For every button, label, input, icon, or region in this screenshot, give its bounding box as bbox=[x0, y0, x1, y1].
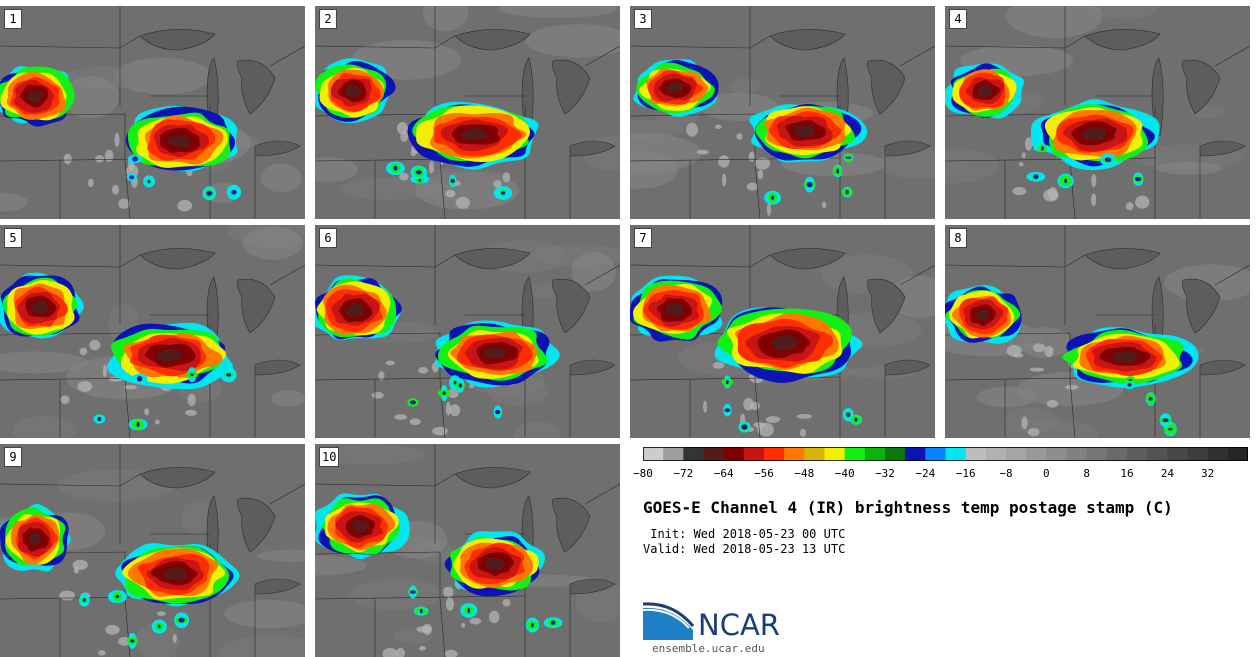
colorbar-swatch bbox=[824, 447, 846, 461]
panel-9: 9 bbox=[0, 444, 305, 657]
panel-number: 6 bbox=[319, 228, 337, 248]
colorbar-tick-label: −80 bbox=[633, 467, 653, 480]
colorbar-tick-label: −24 bbox=[915, 467, 936, 480]
colorbar-swatch bbox=[723, 447, 745, 461]
ir-satellite-map bbox=[0, 444, 305, 657]
colorbar-swatch bbox=[764, 447, 785, 461]
ir-satellite-map bbox=[0, 6, 305, 219]
colorbar-swatch bbox=[945, 447, 967, 461]
panel-number: 8 bbox=[949, 228, 967, 248]
colorbar-swatch bbox=[844, 447, 866, 461]
colorbar-tick-label: 8 bbox=[1083, 467, 1090, 480]
colorbar-tick-label: 16 bbox=[1120, 467, 1134, 480]
colorbar-swatch bbox=[643, 447, 664, 461]
colorbar-swatch bbox=[1026, 447, 1047, 461]
colorbar-swatch bbox=[703, 447, 725, 461]
panel-8: 8 bbox=[945, 225, 1250, 438]
panel-number: 3 bbox=[634, 9, 652, 29]
colorbar-swatch bbox=[885, 447, 906, 461]
ir-satellite-map bbox=[315, 225, 620, 438]
panel-number: 1 bbox=[4, 9, 22, 29]
colorbar-tick-label: 24 bbox=[1160, 467, 1174, 480]
panel-5: 5 bbox=[0, 225, 305, 438]
valid-time: Valid: Wed 2018-05-23 13 UTC bbox=[643, 542, 846, 556]
ncar-logo-icon bbox=[643, 602, 695, 640]
panel-3: 3 bbox=[630, 6, 935, 219]
colorbar-swatch bbox=[1227, 447, 1248, 461]
colorbar-tick-label: 0 bbox=[1043, 467, 1050, 480]
panel-2: 2 bbox=[315, 6, 620, 219]
colorbar-swatch bbox=[784, 447, 805, 461]
ir-satellite-map bbox=[315, 6, 620, 219]
colorbar-swatch bbox=[1127, 447, 1148, 461]
colorbar-tick-label: −32 bbox=[875, 467, 895, 480]
panel-number: 9 bbox=[4, 447, 22, 467]
panel-6: 6 bbox=[315, 225, 620, 438]
colorbar-swatch bbox=[1106, 447, 1128, 461]
panel-number: 4 bbox=[949, 9, 967, 29]
panel-4: 4 bbox=[945, 6, 1250, 219]
colorbar-swatch bbox=[1187, 447, 1209, 461]
colorbar-swatch bbox=[864, 447, 886, 461]
panel-10: 10 bbox=[315, 444, 620, 657]
colorbar-swatch bbox=[965, 447, 987, 461]
colorbar bbox=[643, 447, 1248, 461]
colorbar-tick-label: −40 bbox=[834, 467, 855, 480]
colorbar-swatch bbox=[1046, 447, 1067, 461]
colorbar-tick-label: −16 bbox=[955, 467, 976, 480]
logo-url: ensemble.ucar.edu bbox=[652, 642, 765, 655]
ir-satellite-map bbox=[945, 6, 1250, 219]
colorbar-swatch bbox=[683, 447, 704, 461]
ir-satellite-map bbox=[0, 225, 305, 438]
colorbar-swatch bbox=[985, 447, 1007, 461]
panel-number: 10 bbox=[319, 447, 340, 467]
colorbar-tick-label: −72 bbox=[673, 467, 694, 480]
colorbar-tick-label: 32 bbox=[1201, 467, 1215, 480]
colorbar-swatch bbox=[1086, 447, 1108, 461]
colorbar-swatch bbox=[804, 447, 825, 461]
colorbar-swatch bbox=[1167, 447, 1188, 461]
ir-satellite-map bbox=[945, 225, 1250, 438]
colorbar-swatch bbox=[1006, 447, 1027, 461]
ir-satellite-map bbox=[630, 6, 935, 219]
panel-number: 2 bbox=[319, 9, 337, 29]
logo-wordmark: NCAR bbox=[698, 608, 780, 642]
colorbar-swatch bbox=[1207, 447, 1229, 461]
colorbar-swatch bbox=[663, 447, 684, 461]
colorbar-swatch bbox=[1066, 447, 1088, 461]
ir-satellite-map bbox=[315, 444, 620, 657]
colorbar-swatch bbox=[905, 447, 926, 461]
figure-title: GOES-E Channel 4 (IR) brightness temp po… bbox=[643, 498, 1173, 517]
panel-7: 7 bbox=[630, 225, 935, 438]
colorbar-swatch bbox=[925, 447, 946, 461]
colorbar-swatch bbox=[743, 447, 765, 461]
panel-1: 1 bbox=[0, 6, 305, 219]
colorbar-tick-label: −8 bbox=[999, 467, 1013, 480]
colorbar-tick-label: −48 bbox=[794, 467, 815, 480]
colorbar-tick-label: −64 bbox=[713, 467, 734, 480]
colorbar-swatch bbox=[1147, 447, 1168, 461]
ir-satellite-map bbox=[630, 225, 935, 438]
colorbar-tick-label: −56 bbox=[754, 467, 774, 480]
panel-number: 5 bbox=[4, 228, 22, 248]
init-time: Init: Wed 2018-05-23 00 UTC bbox=[643, 527, 846, 541]
panel-number: 7 bbox=[634, 228, 652, 248]
